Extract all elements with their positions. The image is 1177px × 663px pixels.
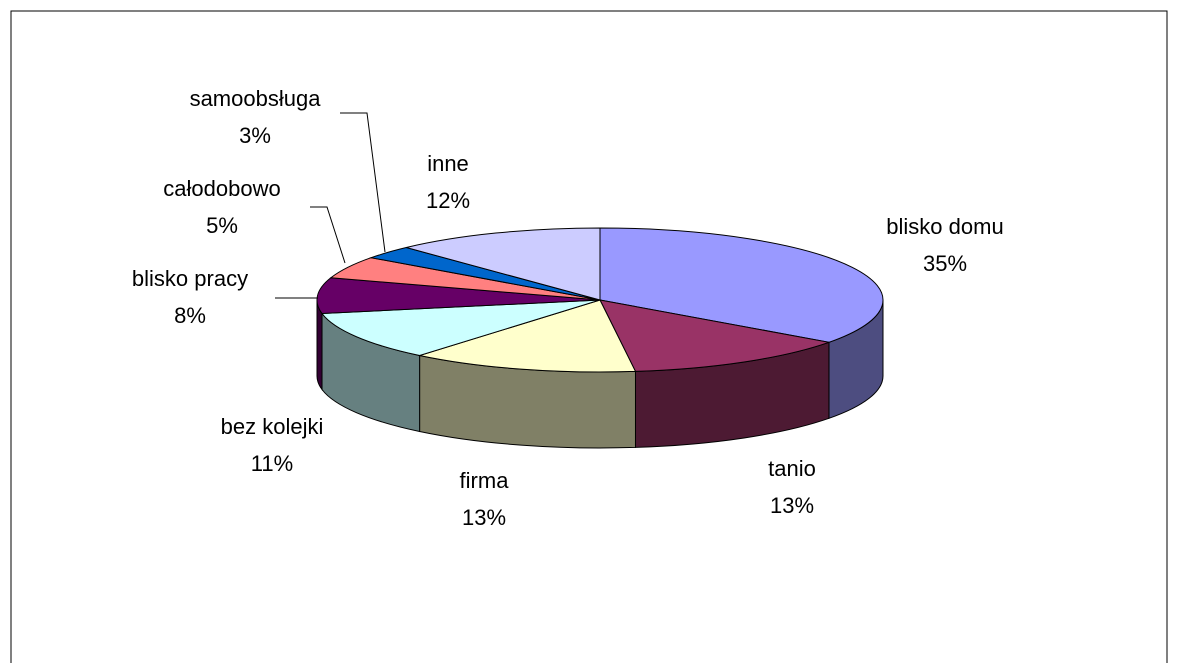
slice-label: samoobsługa	[190, 86, 322, 111]
pie-slice	[599, 227, 884, 343]
value-label: 3%	[239, 123, 271, 148]
value-label: 35%	[923, 251, 967, 276]
slice-label: firma	[460, 468, 510, 493]
slice-label: blisko pracy	[132, 266, 248, 291]
chart-frame	[10, 10, 1168, 663]
pie-slice	[599, 299, 831, 372]
pie-slice	[321, 299, 601, 356]
leader-line	[310, 206, 346, 264]
value-label: 8%	[174, 303, 206, 328]
labels: blisko domu 35% tanio 13% firma 13% bez kolejk…	[132, 86, 1004, 530]
pie-tops	[316, 227, 884, 373]
value-label: 13%	[462, 505, 506, 530]
slice-label: bez kolejki	[221, 414, 324, 439]
slice-label: blisko domu	[886, 214, 1003, 239]
leader-line	[340, 112, 386, 253]
pie-slice	[316, 277, 601, 315]
value-label: 11%	[251, 451, 293, 476]
slice-label: całodobowo	[163, 176, 280, 201]
value-label: 5%	[206, 213, 238, 238]
value-label: 13%	[770, 493, 814, 518]
slice-label: tanio	[768, 456, 816, 481]
pie-slice	[417, 299, 637, 373]
pie-slice	[406, 227, 601, 301]
slice-label: inne	[427, 151, 469, 176]
pie-slice-side	[316, 299, 323, 391]
value-label: 12%	[426, 188, 470, 213]
